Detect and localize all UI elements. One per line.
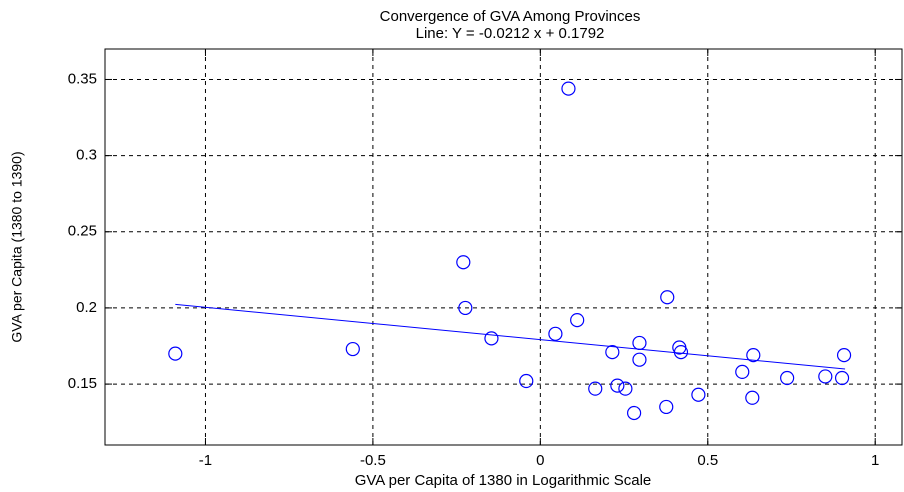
plot-frame (104, 48, 903, 446)
point (673, 344, 689, 360)
point (691, 387, 706, 402)
y-tick-label: 0.25 (68, 223, 97, 240)
point (456, 255, 471, 270)
point (548, 326, 563, 341)
x-tick-label: -0.5 (360, 452, 386, 469)
point (780, 370, 795, 386)
point (735, 364, 750, 379)
point (458, 300, 473, 316)
point (632, 335, 647, 351)
fit-line (175, 303, 846, 370)
y-axis-title: GVA per Capita (1380 to 1390) (9, 151, 25, 342)
point (484, 331, 499, 346)
point (168, 346, 183, 361)
point (345, 341, 360, 357)
x-axis-title: GVA per Capita of 1380 in Logarithmic Sc… (355, 472, 652, 489)
point (605, 344, 620, 360)
point (659, 399, 674, 415)
point (745, 390, 760, 405)
point (834, 370, 850, 386)
y-tick-label: 0.15 (68, 375, 97, 392)
point (610, 378, 625, 393)
y-tick-label: 0.2 (76, 299, 97, 316)
y-tick-label: 0.35 (68, 70, 97, 87)
point (746, 348, 761, 363)
chart-title: Convergence of GVA Among Provinces (380, 8, 641, 25)
point (519, 373, 534, 389)
point (632, 352, 647, 367)
x-tick-label: -1 (199, 452, 212, 469)
x-tick-label: 1 (871, 452, 879, 469)
x-tick-label: 0.5 (697, 452, 718, 469)
point (627, 405, 642, 421)
x-tick-label: 0 (536, 452, 544, 469)
point (660, 290, 675, 305)
chart-subtitle: Line: Y = -0.0212 x + 0.1792 (416, 25, 605, 42)
y-tick-label: 0.3 (76, 147, 97, 164)
point (618, 381, 633, 396)
point (818, 369, 833, 384)
point (588, 381, 603, 396)
point (836, 348, 852, 363)
point (570, 313, 585, 328)
point (561, 81, 576, 96)
